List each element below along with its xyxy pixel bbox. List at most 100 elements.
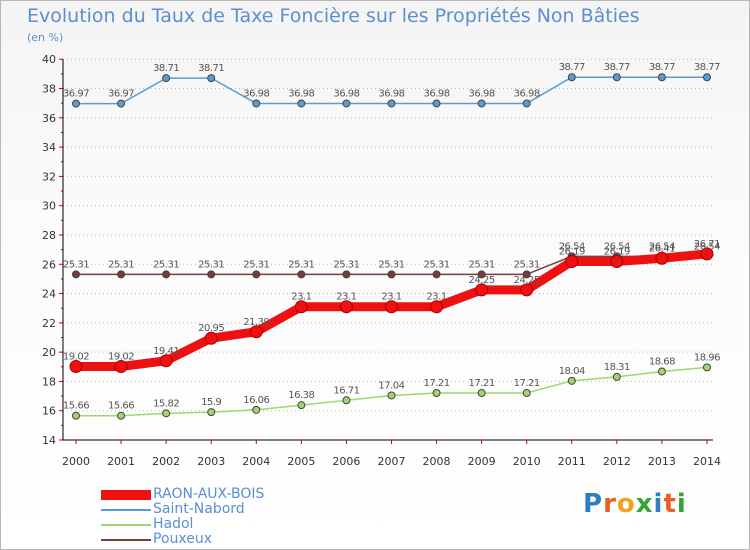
data-label-raon-aux-bois-2007: 23.1 (381, 292, 401, 303)
data-label-raon-aux-bois-2013: 26.41 (649, 243, 675, 254)
data-label-saint-nabord-2002: 38.71 (153, 63, 179, 74)
y-tick-label-20: 20 (42, 346, 56, 359)
point-saint-nabord-2004 (252, 99, 261, 108)
point-hadol-2014 (702, 363, 711, 372)
data-label-hadol-2005: 16.38 (288, 390, 314, 401)
data-label-hadol-2001: 15.66 (108, 401, 134, 412)
point-saint-nabord-2010 (522, 99, 531, 108)
point-raon-aux-bois-2013 (655, 251, 669, 265)
legend-label-hadol: Hadol (153, 516, 194, 532)
y-tick-label-28: 28 (42, 229, 56, 242)
x-tick-label-2003: 2003 (197, 455, 225, 468)
x-tick-label-2009: 2009 (468, 455, 496, 468)
data-label-raon-aux-bois-2005: 23.1 (291, 292, 311, 303)
point-saint-nabord-2012 (612, 73, 621, 82)
data-label-saint-nabord-2007: 36.98 (378, 88, 404, 99)
data-labels: 25.31 25.31 25.31 25.31 25.31 25.31 25.31 25.31… (63, 62, 721, 412)
data-label-raon-aux-bois-2010: 24.25 (514, 275, 540, 286)
point-saint-nabord-2006 (342, 99, 351, 108)
point-pouxeux-2005 (297, 270, 306, 279)
point-pouxeux-2001 (117, 270, 126, 279)
point-raon-aux-bois-2010 (520, 283, 534, 297)
point-saint-nabord-2007 (387, 99, 396, 108)
axes: 14 16 18 20 22 24 26 28 30 32 34 36 38 40 2000 2001 2002… (42, 53, 721, 468)
data-label-hadol-2013: 18.68 (649, 356, 675, 367)
point-hadol-2006 (342, 396, 351, 405)
point-pouxeux-2008 (432, 270, 441, 279)
point-raon-aux-bois-2004 (249, 325, 263, 339)
x-tick-label-2005: 2005 (287, 455, 315, 468)
data-label-saint-nabord-2008: 36.98 (423, 88, 449, 99)
data-label-raon-aux-bois-2004: 21.39 (243, 317, 269, 328)
data-label-raon-aux-bois-2011: 26.19 (559, 246, 585, 257)
unit-label: (en %) (27, 31, 64, 44)
data-label-raon-aux-bois-2001: 19.02 (108, 351, 134, 362)
y-tick-label-24: 24 (42, 288, 56, 301)
x-tick-label-2012: 2012 (603, 455, 631, 468)
grid (63, 58, 713, 441)
point-saint-nabord-2005 (297, 99, 306, 108)
x-tick-label-2011: 2011 (558, 455, 586, 468)
data-label-hadol-2010: 17.21 (514, 378, 540, 389)
point-hadol-2004 (252, 405, 261, 414)
point-saint-nabord-2008 (432, 99, 441, 108)
proxiti-logo: Proxiti (583, 489, 687, 519)
data-label-hadol-2004: 16.06 (243, 395, 269, 406)
point-saint-nabord-2001 (117, 99, 126, 108)
data-label-pouxeux-2012: 26.54 (604, 241, 630, 252)
point-hadol-2002 (162, 409, 171, 418)
legend-swatch-pouxeux (101, 539, 151, 541)
legend-swatch-hadol (101, 524, 151, 526)
x-tick-label-2001: 2001 (107, 455, 135, 468)
data-label-raon-aux-bois-2006: 23.1 (336, 292, 356, 303)
data-label-hadol-2000: 15.66 (63, 401, 89, 412)
data-label-raon-aux-bois-2002: 19.41 (153, 346, 179, 357)
logo-letter: t (663, 489, 677, 519)
data-label-hadol-2012: 18.31 (604, 362, 630, 373)
point-raon-aux-bois-2012 (610, 254, 624, 268)
y-tick-label-38: 38 (42, 83, 56, 96)
x-tick-label-2000: 2000 (62, 455, 90, 468)
y-tick-label-18: 18 (42, 375, 56, 388)
y-tick-label-16: 16 (42, 405, 56, 418)
data-label-pouxeux-2002: 25.31 (153, 259, 179, 270)
data-label-raon-aux-bois-2008: 23.1 (426, 292, 446, 303)
point-pouxeux-2000 (72, 270, 80, 279)
y-tick-label-14: 14 (42, 434, 56, 447)
point-raon-aux-bois-2008 (430, 300, 444, 314)
data-label-pouxeux-2006: 25.31 (333, 259, 359, 270)
data-label-hadol-2014: 18.96 (694, 352, 720, 363)
point-hadol-2011 (567, 376, 576, 385)
legend-swatch-saint-nabord (101, 509, 151, 511)
data-label-saint-nabord-2012: 38.77 (604, 62, 630, 73)
x-tick-label-2010: 2010 (513, 455, 541, 468)
data-label-pouxeux-2003: 25.31 (198, 259, 224, 270)
series (69, 73, 714, 420)
data-label-hadol-2002: 15.82 (153, 398, 179, 409)
data-label-saint-nabord-2003: 38.71 (198, 63, 224, 74)
point-raon-aux-bois-2003 (204, 331, 218, 345)
point-raon-aux-bois-2000 (69, 359, 83, 373)
y-tick-label-32: 32 (42, 170, 56, 183)
data-label-saint-nabord-2013: 38.77 (649, 62, 675, 73)
point-raon-aux-bois-2001 (114, 359, 128, 373)
x-tick-label-2014: 2014 (693, 455, 721, 468)
x-tick-label-2004: 2004 (242, 455, 270, 468)
point-saint-nabord-2003 (207, 74, 216, 83)
legend-label-pouxeux: Pouxeux (153, 531, 213, 547)
data-label-pouxeux-2005: 25.31 (288, 259, 314, 270)
data-label-pouxeux-2000: 25.31 (63, 259, 89, 270)
point-pouxeux-2003 (207, 270, 216, 279)
data-label-pouxeux-2007: 25.31 (378, 259, 404, 270)
legend-label-saint-nabord: Saint-Nabord (153, 501, 245, 517)
data-label-saint-nabord-2009: 36.98 (469, 88, 495, 99)
point-saint-nabord-2011 (567, 73, 576, 82)
point-raon-aux-bois-2011 (565, 254, 579, 268)
point-hadol-2009 (477, 388, 486, 397)
data-label-pouxeux-2001: 25.31 (108, 259, 134, 270)
point-pouxeux-2007 (387, 270, 396, 279)
data-label-pouxeux-2009: 25.31 (469, 259, 495, 270)
logo-letter: r (603, 489, 617, 519)
